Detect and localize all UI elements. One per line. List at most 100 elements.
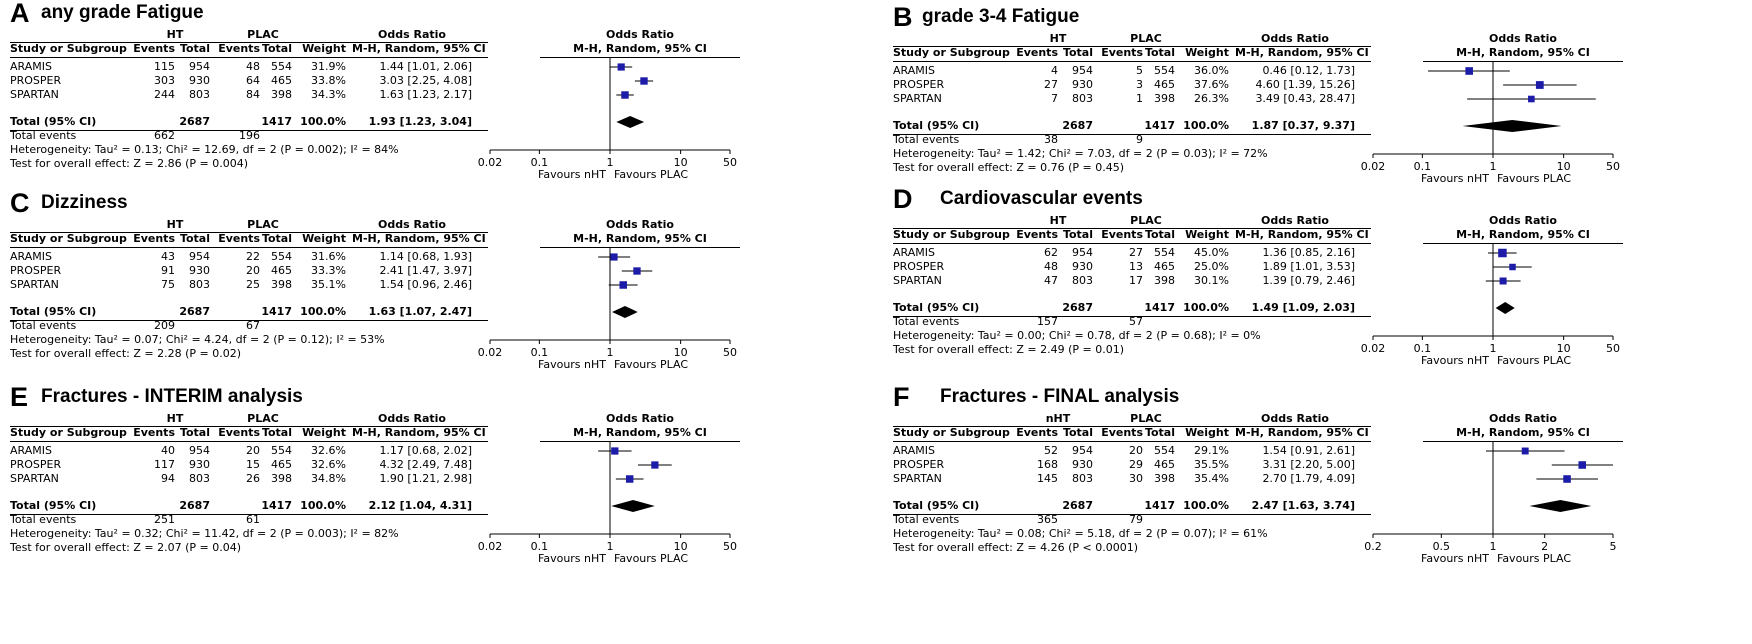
study-ci: 2.70 [1.79, 4.09] — [1262, 472, 1355, 485]
odds-ratio-header: Odds Ratio — [1261, 32, 1329, 45]
study-total1: 954 — [1072, 444, 1093, 457]
forest-plot: 0.02 0.1 1 10 50 Favours nHT Favours PLAC — [478, 248, 737, 371]
total1-header: Total — [1062, 46, 1093, 59]
study-ci: 1.89 [1.01, 3.53] — [1262, 260, 1355, 273]
weight-header: Weight — [1185, 228, 1229, 241]
events2-header: Events — [218, 232, 260, 245]
total1-header: Total — [179, 42, 210, 55]
study-weight: 35.4% — [1194, 472, 1229, 485]
total-ci: 1.93 [1.23, 3.04] — [368, 115, 472, 128]
study-point-marker — [640, 77, 648, 85]
study-weight: 45.0% — [1194, 246, 1229, 259]
study-column-header: Study or Subgroup — [10, 232, 127, 245]
study-ci: 4.60 [1.39, 15.26] — [1255, 78, 1355, 91]
overall-effect-text: Test for overall effect: Z = 2.49 (P = 0… — [893, 343, 1124, 356]
group1-header: HT — [166, 218, 184, 231]
x-tick-label: 50 — [1606, 160, 1620, 173]
group2-header: PLAC — [247, 218, 279, 231]
table-bottom-rule — [10, 514, 488, 515]
pooled-estimate-diamond — [612, 306, 638, 318]
total-events2: 79 — [1129, 513, 1143, 526]
total-ci: 2.12 [1.04, 4.31] — [368, 499, 472, 512]
header-bottom-rule — [893, 61, 1371, 62]
x-tick-label: 0.5 — [1433, 540, 1451, 553]
x-tick-label: 50 — [723, 156, 737, 169]
study-events1: 117 — [154, 458, 175, 471]
forest-method-header: M-H, Random, 95% CI — [573, 426, 707, 439]
favours-right-label: Favours PLAC — [1497, 172, 1571, 185]
study-point-marker — [1535, 81, 1544, 89]
x-tick-label: 0.02 — [478, 540, 503, 553]
events2-header: Events — [1101, 426, 1143, 439]
odds-ratio-header: Odds Ratio — [378, 28, 446, 41]
method-header: M-H, Random, 95% CI — [1235, 228, 1369, 241]
favours-left-label: Favours nHT — [538, 358, 606, 371]
panel-title: Dizziness — [41, 192, 128, 213]
study-column-header: Study or Subgroup — [893, 228, 1010, 241]
study-events1: 91 — [161, 264, 175, 277]
total1-header: Total — [1062, 228, 1093, 241]
study-events2: 13 — [1129, 260, 1143, 273]
study-events1: 52 — [1044, 444, 1058, 457]
study-ci: 1.63 [1.23, 2.17] — [379, 88, 472, 101]
study-ci: 1.17 [0.68, 2.02] — [379, 444, 472, 457]
pooled-estimate-diamond — [1529, 500, 1592, 512]
favours-right-label: Favours PLAC — [614, 552, 688, 565]
forest-plot: 0.2 0.5 1 2 5 Favours nHT Favours PLAC — [1364, 442, 1617, 565]
total2-header: Total — [1144, 426, 1175, 439]
x-tick-label: 10 — [674, 540, 688, 553]
study-ci: 1.39 [0.79, 2.46] — [1262, 274, 1355, 287]
total-weight: 100.0% — [1183, 301, 1229, 314]
favours-right-label: Favours PLAC — [614, 358, 688, 371]
study-name: SPARTAN — [10, 88, 59, 101]
events2-header: Events — [1101, 228, 1143, 241]
study-events2: 15 — [246, 458, 260, 471]
study-weight: 34.8% — [311, 472, 346, 485]
study-total1: 803 — [189, 278, 210, 291]
study-point-marker — [633, 267, 641, 275]
study-weight: 33.3% — [311, 264, 346, 277]
x-tick-label: 1 — [607, 156, 614, 169]
group1-header: HT — [1049, 214, 1067, 227]
panel-e: E Fractures - INTERIM analysis HT PLAC Odds … — [10, 382, 870, 596]
x-tick-label: 50 — [1606, 342, 1620, 355]
events1-header: Events — [1016, 228, 1058, 241]
forest-odds-ratio-header: Odds Ratio — [1489, 214, 1557, 227]
total2-header: Total — [1144, 228, 1175, 241]
study-total1: 954 — [189, 444, 210, 457]
total-weight: 100.0% — [300, 115, 346, 128]
study-name: SPARTAN — [10, 472, 59, 485]
study-events2: 29 — [1129, 458, 1143, 471]
study-events2: 26 — [246, 472, 260, 485]
study-events1: 62 — [1044, 246, 1058, 259]
total-events2: 61 — [246, 513, 260, 526]
pooled-estimate-diamond — [1462, 120, 1562, 132]
header-top-rule — [893, 426, 1371, 427]
favours-left-label: Favours nHT — [1421, 354, 1489, 367]
total2-header: Total — [261, 42, 292, 55]
study-name: ARAMIS — [893, 246, 935, 259]
study-name: PROSPER — [893, 458, 945, 471]
total-ci: 1.63 [1.07, 2.47] — [368, 305, 472, 318]
study-events2: 84 — [246, 88, 260, 101]
study-events2: 1 — [1136, 92, 1143, 105]
total-n1: 2687 — [1062, 119, 1093, 132]
study-total2: 465 — [1154, 260, 1175, 273]
x-tick-label: 0.1 — [1414, 160, 1432, 173]
study-events2: 48 — [246, 60, 260, 73]
study-events1: 303 — [154, 74, 175, 87]
study-total1: 803 — [1072, 472, 1093, 485]
header-top-rule — [10, 42, 488, 43]
study-weight: 35.1% — [311, 278, 346, 291]
study-name: PROSPER — [893, 78, 945, 91]
study-point-marker — [651, 461, 659, 469]
total-label: Total (95% CI) — [10, 499, 97, 512]
group1-header: nHT — [1045, 412, 1071, 425]
total-label: Total (95% CI) — [893, 119, 980, 132]
total1-header: Total — [179, 232, 210, 245]
forest-method-header: M-H, Random, 95% CI — [1456, 228, 1590, 241]
study-ci: 3.31 [2.20, 5.00] — [1262, 458, 1355, 471]
x-tick-label: 50 — [723, 540, 737, 553]
